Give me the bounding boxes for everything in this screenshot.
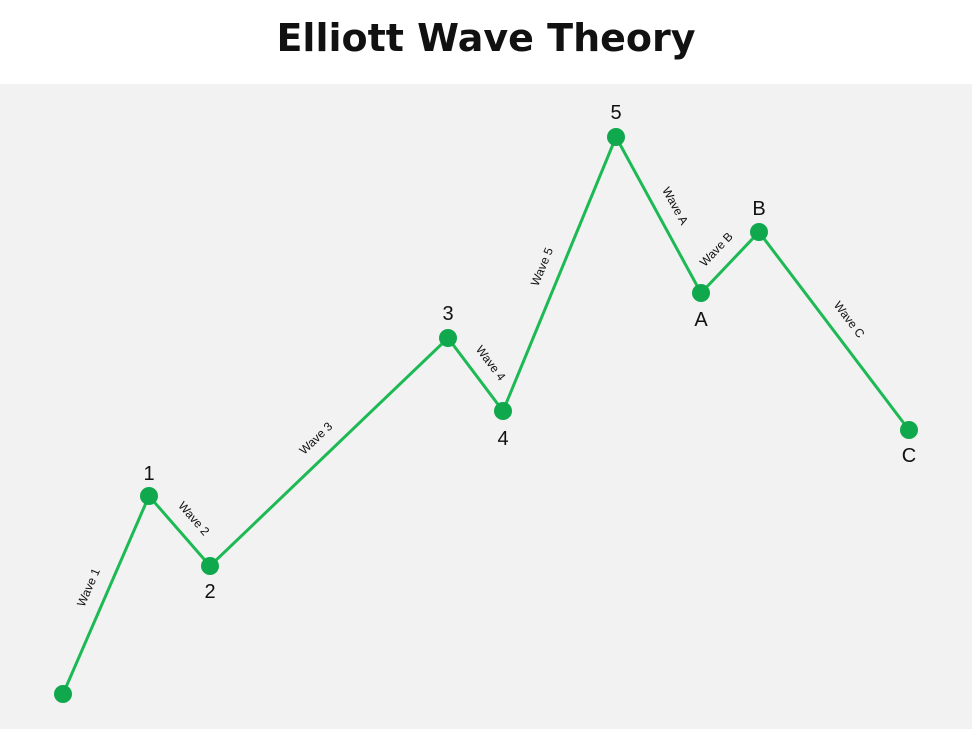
wave-diagram-svg: Wave 1 Wave 2 Wave 3 Wave 4 Wave 5 Wave …: [54, 102, 918, 703]
point-label-a: A: [694, 309, 708, 331]
wave-path: [61, 133, 911, 695]
point-label-c: C: [902, 445, 916, 467]
point-label-3: 3: [442, 303, 453, 325]
point-c: [900, 421, 918, 439]
point-label-5: 5: [610, 102, 621, 124]
point-4: [494, 402, 512, 420]
point-label-b: B: [752, 198, 765, 220]
wave-diagram: Wave 1 Wave 2 Wave 3 Wave 4 Wave 5 Wave …: [0, 84, 972, 729]
point-1: [140, 487, 158, 505]
page-title: Elliott Wave Theory: [276, 16, 696, 60]
wave-label-a: Wave A: [659, 185, 691, 228]
point-5: [607, 128, 625, 146]
wave-label-1: Wave 1: [74, 566, 103, 609]
point-label-2: 2: [204, 581, 215, 603]
wave-label-5: Wave 5: [528, 245, 556, 288]
point-label-4: 4: [497, 428, 508, 450]
point-start: [54, 685, 72, 703]
point-a: [692, 284, 710, 302]
point-b: [750, 223, 768, 241]
point-2: [201, 557, 219, 575]
point-label-1: 1: [143, 463, 154, 485]
point-3: [439, 329, 457, 347]
